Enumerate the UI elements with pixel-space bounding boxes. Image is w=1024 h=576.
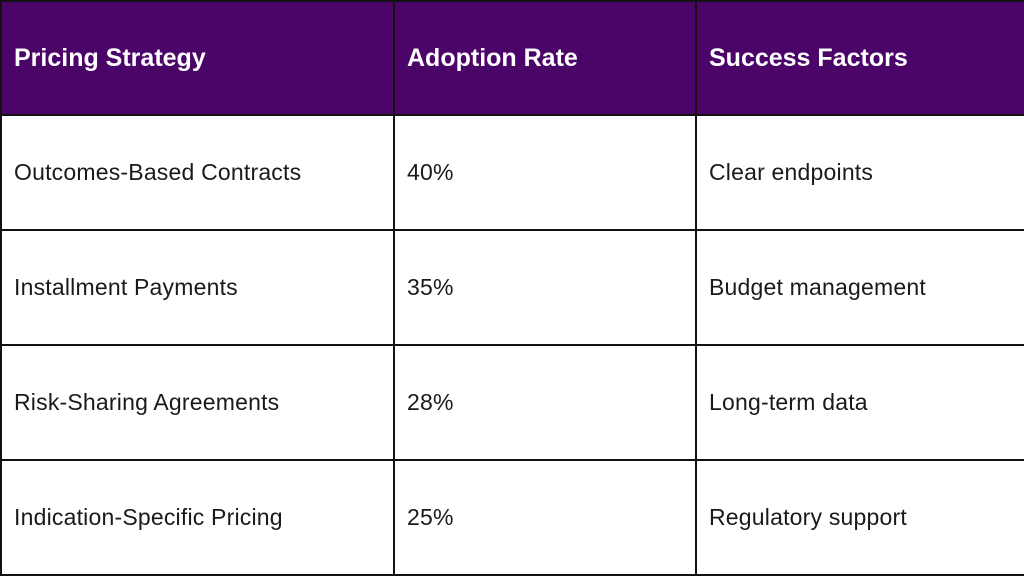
cell-pricing-strategy: Installment Payments <box>0 229 395 346</box>
column-header-success-factors: Success Factors <box>695 0 1024 116</box>
cell-adoption-rate: 40% <box>393 114 697 231</box>
cell-pricing-strategy: Risk-Sharing Agreements <box>0 344 395 461</box>
table-row: Indication-Specific Pricing 25% Regulato… <box>0 459 1024 576</box>
cell-success-factors: Clear endpoints <box>695 114 1024 231</box>
table-row: Outcomes-Based Contracts 40% Clear endpo… <box>0 114 1024 231</box>
cell-success-factors: Budget management <box>695 229 1024 346</box>
table-header-row: Pricing Strategy Adoption Rate Success F… <box>0 0 1024 116</box>
cell-adoption-rate: 25% <box>393 459 697 576</box>
cell-pricing-strategy: Outcomes-Based Contracts <box>0 114 395 231</box>
cell-adoption-rate: 28% <box>393 344 697 461</box>
cell-success-factors: Regulatory support <box>695 459 1024 576</box>
column-header-pricing-strategy: Pricing Strategy <box>0 0 395 116</box>
cell-pricing-strategy: Indication-Specific Pricing <box>0 459 395 576</box>
column-header-adoption-rate: Adoption Rate <box>393 0 697 116</box>
table-row: Installment Payments 35% Budget manageme… <box>0 229 1024 346</box>
cell-adoption-rate: 35% <box>393 229 697 346</box>
table-row: Risk-Sharing Agreements 28% Long-term da… <box>0 344 1024 461</box>
cell-success-factors: Long-term data <box>695 344 1024 461</box>
